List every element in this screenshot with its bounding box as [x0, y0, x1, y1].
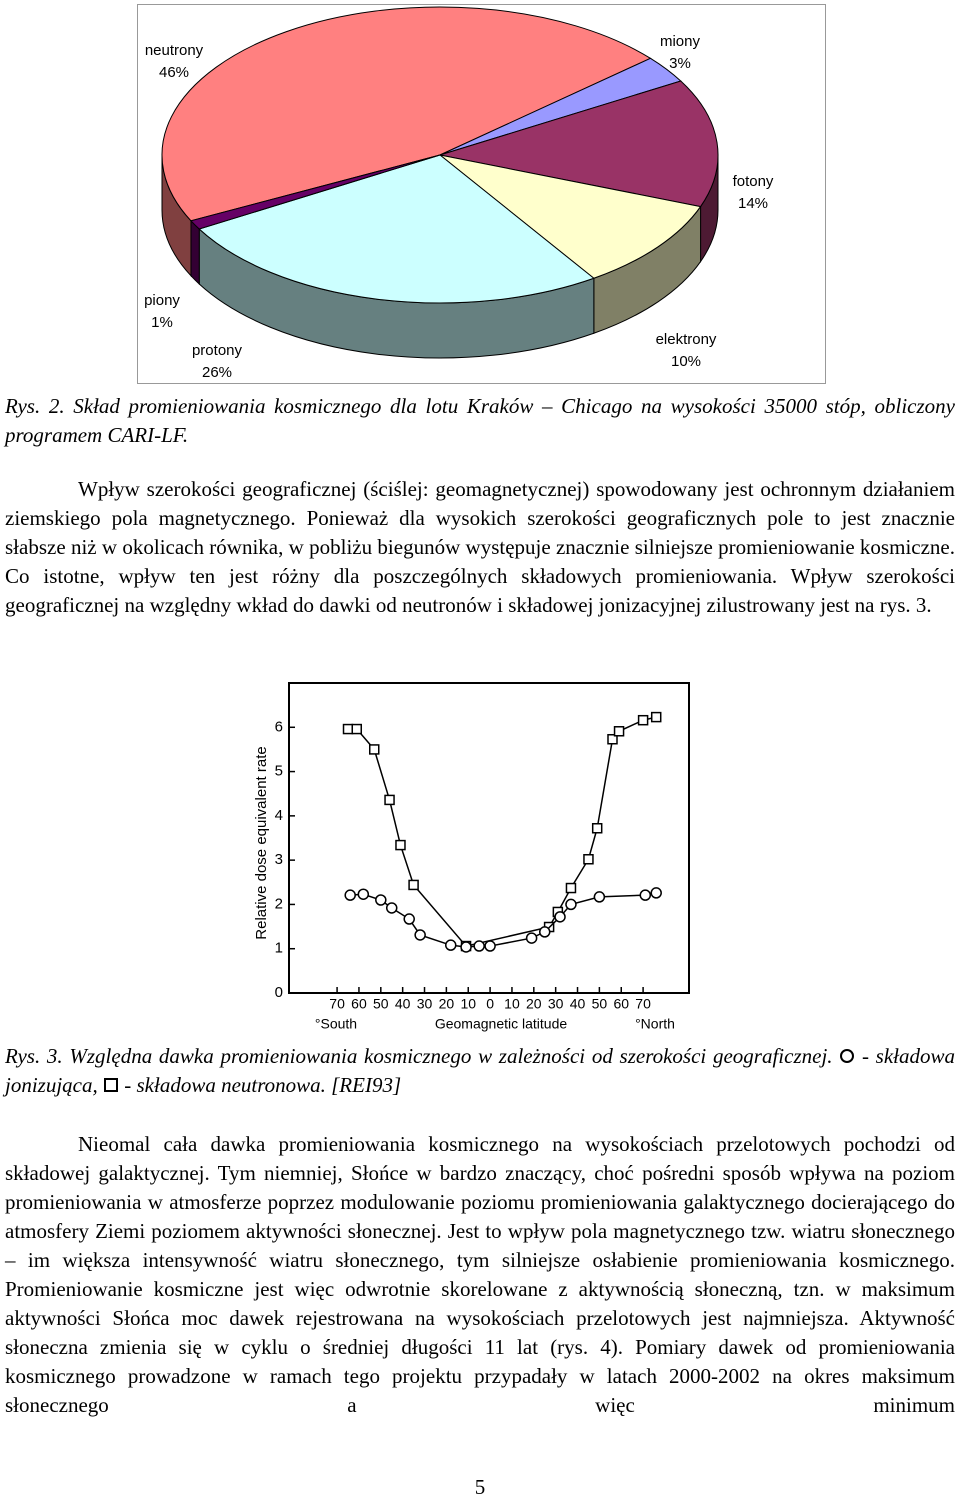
square-marker: [395, 839, 406, 851]
circle-marker: [538, 926, 551, 938]
value-label: 10%: [671, 353, 701, 370]
circle-marker: [639, 889, 652, 901]
square-marker: [384, 794, 395, 806]
x-tick-label: 20: [526, 996, 542, 1012]
circle-marker: [375, 894, 387, 906]
y-tick-label: 1: [275, 940, 283, 957]
value-label: 46%: [159, 64, 189, 81]
slice-label: fotony: [733, 173, 774, 190]
x-tick-label: 40: [570, 996, 586, 1012]
square-marker: [613, 726, 625, 737]
y-tick-label: 6: [275, 718, 283, 735]
square-marker: [408, 879, 419, 891]
circle-marker: [473, 940, 485, 952]
square-marker: [351, 723, 363, 735]
y-axis-label: Relative dose equivalent rate: [253, 746, 270, 939]
x-end-label: °North: [635, 1016, 675, 1032]
slice-label: elektrony: [656, 331, 717, 348]
x-tick-label: 10: [460, 996, 476, 1012]
circle-marker: [444, 939, 457, 951]
x-tick-label: 30: [548, 996, 564, 1012]
slice: [161, 6, 652, 222]
slice-label: neutrony: [145, 42, 204, 59]
page-number: 5: [474, 1475, 486, 1499]
figure-caption: Rys. 2. Skład promieniowania kosmicznego…: [5, 394, 955, 447]
circle-marker: [565, 898, 577, 911]
circle-marker: [385, 902, 398, 914]
x-axis-label: Geomagnetic latitude: [435, 1016, 568, 1032]
caption-text: Rys. 3. Względna dawka promieniowania ko…: [5, 1044, 833, 1068]
slice-label: piony: [144, 292, 180, 309]
line-chart: 0 1 2 3 4 5 6 70 60 50 40 30 20 10 0 10 20 30 40 50 60 70 °Sou…: [253, 682, 690, 1032]
x-tick-label: 40: [395, 996, 411, 1012]
value-label: 3%: [669, 55, 691, 72]
value-label: 26%: [202, 364, 232, 381]
y-tick-label: 5: [275, 763, 283, 780]
y-tick-label: 0: [275, 984, 283, 1001]
circle-marker: [593, 891, 606, 903]
x-tick-label: 30: [417, 996, 433, 1012]
circle-marker: [650, 887, 662, 899]
x-tick-label: 70: [635, 996, 651, 1012]
square-marker: [583, 854, 594, 865]
value-label: 1%: [151, 314, 173, 331]
pie-chart: neutrony 46% miony 3% fotony 14% elektrony 10% p…: [137, 4, 826, 384]
slice-label: protony: [192, 342, 243, 359]
y-tick-label: 2: [275, 895, 283, 912]
caption-text: - składowa neutronowa. [REI93]: [124, 1073, 402, 1097]
slice-side: [190, 219, 200, 286]
circle-marker: [414, 929, 426, 941]
slice: [198, 154, 595, 304]
x-tick-label: 20: [439, 996, 455, 1012]
circle-marker: [525, 932, 538, 944]
chart-frame: [137, 4, 826, 384]
x-tick-label: 60: [613, 996, 629, 1012]
slice-label: miony: [660, 33, 701, 50]
paragraph: Nieomal cała dawka promieniowania kosmic…: [5, 1132, 955, 1417]
x-tick-label: 60: [351, 996, 367, 1012]
circle-symbol: [840, 1049, 855, 1063]
slice: [439, 154, 702, 279]
x-tick-label: 10: [504, 996, 520, 1012]
caption-text: - składowa jonizująca,: [5, 1044, 956, 1097]
x-tick-label: 70: [329, 996, 345, 1012]
circle-marker: [344, 889, 356, 901]
square-marker: [637, 714, 649, 726]
slice: [439, 80, 719, 208]
circle-marker: [460, 941, 472, 953]
circle-marker: [554, 911, 566, 923]
series-line: [350, 892, 657, 948]
value-label: 14%: [738, 195, 768, 212]
square-marker: [591, 823, 603, 834]
x-end-label: °South: [315, 1016, 357, 1032]
x-tick-label: 50: [592, 996, 608, 1012]
paragraph: Wpływ szerokości geograficznej (ściślej:…: [5, 477, 955, 617]
figure-caption: Rys. 3. Względna dawka promieniowania ko…: [5, 1042, 955, 1100]
circle-marker: [403, 913, 415, 925]
x-tick-label: 0: [486, 996, 494, 1012]
slice: [190, 154, 441, 230]
square-marker: [650, 711, 662, 723]
square-marker: [565, 882, 577, 894]
square-marker: [342, 723, 354, 735]
y-tick-label: 4: [275, 807, 283, 824]
plot-frame: [288, 682, 690, 994]
square-marker: [607, 733, 618, 745]
circle-marker: [357, 888, 370, 900]
x-tick-label: 50: [373, 996, 389, 1012]
y-tick-label: 3: [275, 851, 283, 868]
circle-marker: [484, 940, 496, 952]
square-marker: [368, 744, 380, 755]
square-symbol: [104, 1078, 118, 1092]
